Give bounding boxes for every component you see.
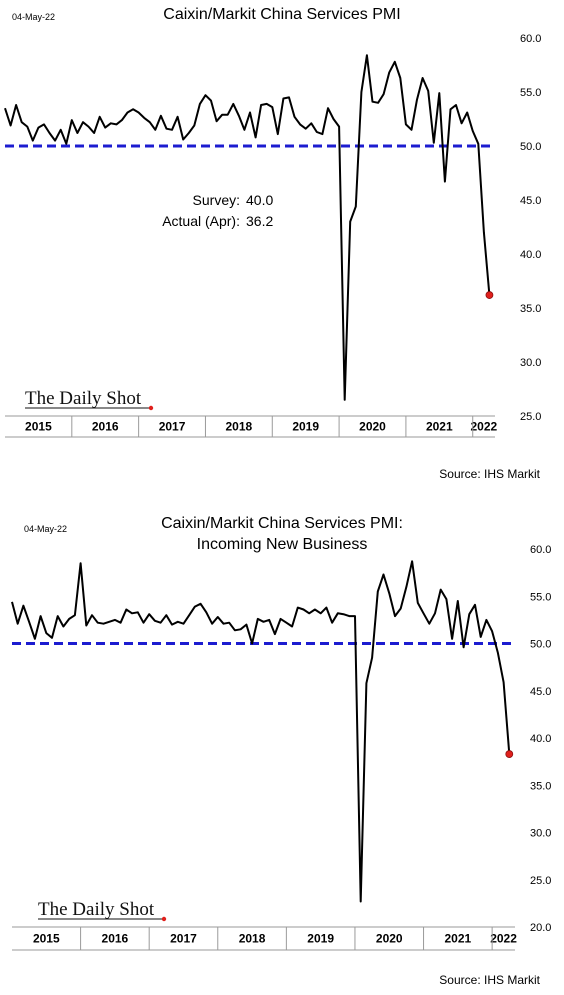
series-line	[4, 54, 491, 401]
year-tick-label: 2015	[25, 420, 52, 434]
chart-title-line: Caixin/Markit China Services PMI	[163, 6, 401, 23]
annotation-label: Survey:	[193, 192, 240, 208]
daily-shot-logo: The Daily Shot	[38, 899, 155, 920]
latest-value-marker	[485, 291, 494, 299]
year-tick-label: 2020	[359, 420, 386, 434]
date-stamp: 04-May-22	[12, 12, 56, 22]
chart-panel-new-business: 04-May-22 Caixin/Markit China Services P…	[0, 497, 564, 995]
year-tick-label: 2021	[426, 420, 453, 434]
year-tick-label: 2015	[33, 932, 60, 946]
y-tick-label: 55.0	[530, 591, 551, 603]
year-tick-label: 2021	[444, 932, 471, 946]
y-tick-label: 30.0	[530, 828, 551, 840]
year-tick-label: 2019	[307, 932, 334, 946]
y-tick-label: 35.0	[530, 780, 551, 792]
series-line	[11, 560, 511, 903]
y-tick-label: 25.0	[520, 411, 541, 423]
y-tick-label: 35.0	[520, 303, 541, 315]
chart-title-line-2: Incoming New Business	[196, 536, 368, 553]
year-tick-label: 2019	[292, 420, 319, 434]
annotation-value: 40.0	[246, 192, 273, 208]
chart-panel-services-pmi: 04-May-22 Caixin/Markit China Services P…	[0, 0, 564, 497]
y-tick-label: 20.0	[530, 922, 551, 934]
year-tick-label: 2020	[376, 932, 403, 946]
line-chart: 60.0 55.0 50.0 45.0 40.0 35.0 30.0 25.0 20.0 2015…	[11, 544, 551, 951]
year-tick-label: 2016	[102, 932, 129, 946]
year-tick-label: 2022	[471, 420, 498, 434]
chart-title: Caixin/Markit China Services PMI	[0, 4, 564, 25]
y-tick-label: 60.0	[520, 33, 541, 45]
latest-value-marker	[505, 750, 514, 758]
y-tick-label: 60.0	[530, 544, 551, 556]
year-tick-label: 2016	[92, 420, 119, 434]
line-chart: 60.0 55.0 50.0 45.0 40.0 35.0 30.0 25.0 2015 2016…	[4, 33, 541, 438]
y-tick-label: 55.0	[520, 87, 541, 99]
y-tick-label: 40.0	[530, 733, 551, 745]
year-tick-label: 2017	[170, 932, 197, 946]
y-tick-label: 30.0	[520, 357, 541, 369]
year-tick-label: 2018	[239, 932, 266, 946]
annotation-label: Actual (Apr):	[162, 213, 240, 229]
year-tick-label: 2017	[159, 420, 186, 434]
logo-red-dot	[148, 405, 154, 411]
y-tick-label: 40.0	[520, 249, 541, 261]
date-stamp: 04-May-22	[24, 524, 68, 534]
source-note: Source: IHS Markit	[439, 467, 540, 481]
y-tick-label: 25.0	[530, 875, 551, 887]
year-tick-label: 2022	[490, 932, 517, 946]
chart-title-line-1: Caixin/Markit China Services PMI:	[161, 515, 403, 532]
y-tick-label: 45.0	[530, 686, 551, 698]
annotation-value: 36.2	[246, 213, 273, 229]
y-tick-label: 50.0	[530, 639, 551, 651]
year-tick-label: 2018	[226, 420, 253, 434]
daily-shot-logo: The Daily Shot	[25, 388, 142, 409]
chart-title: Caixin/Markit China Services PMI: Incomi…	[0, 513, 564, 555]
y-tick-label: 45.0	[520, 195, 541, 207]
source-note: Source: IHS Markit	[439, 973, 540, 987]
logo-red-dot	[161, 916, 167, 922]
y-tick-label: 50.0	[520, 141, 541, 153]
